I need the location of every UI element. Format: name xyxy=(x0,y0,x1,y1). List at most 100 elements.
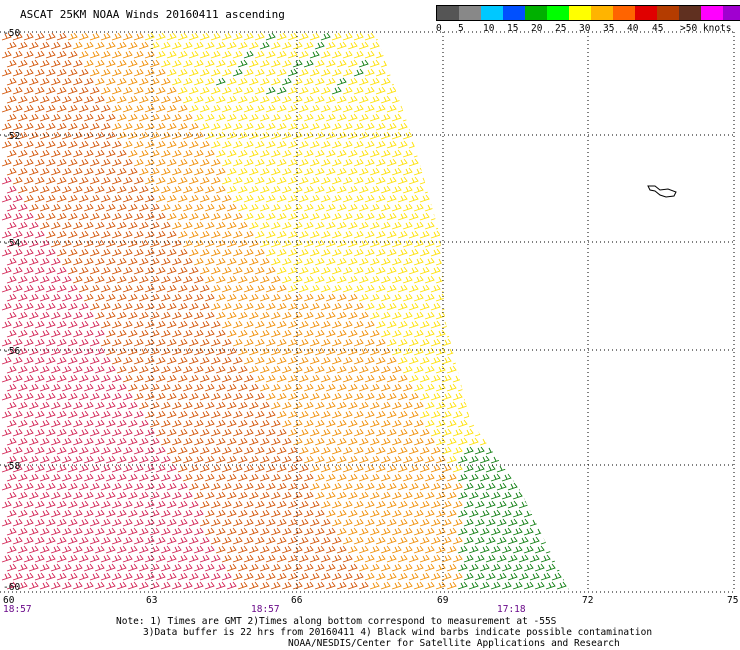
wind-barb xyxy=(347,149,358,158)
wind-barb xyxy=(50,545,61,554)
wind-barb xyxy=(353,266,364,275)
wind-barb xyxy=(67,266,78,275)
wind-barb xyxy=(78,464,89,473)
wind-barb xyxy=(556,257,567,266)
wind-barb xyxy=(259,239,270,248)
wind-barb xyxy=(397,446,408,455)
wind-barb xyxy=(358,77,369,86)
legend-label-35: 35 xyxy=(603,23,615,34)
wind-barb xyxy=(72,509,83,518)
wind-barb xyxy=(325,455,336,464)
wind-barb xyxy=(545,167,556,176)
wind-barb xyxy=(501,491,512,500)
wind-barb xyxy=(474,518,485,527)
wind-barb xyxy=(545,311,556,320)
wind-barb xyxy=(281,149,292,158)
wind-barb xyxy=(61,347,72,356)
wind-barb xyxy=(545,491,556,500)
wind-barb xyxy=(259,221,270,230)
wind-barb xyxy=(199,320,210,329)
wind-barb xyxy=(144,446,155,455)
wind-barb xyxy=(144,518,155,527)
wind-barb xyxy=(204,509,215,518)
wind-barb xyxy=(518,140,529,149)
wind-barb xyxy=(534,275,545,284)
wind-barb xyxy=(78,284,89,293)
wind-barb xyxy=(325,239,336,248)
wind-barb xyxy=(188,32,199,41)
wind-barb xyxy=(534,437,545,446)
wind-barb xyxy=(83,437,94,446)
wind-barb xyxy=(369,509,380,518)
wind-barb xyxy=(56,266,67,275)
wind-barb xyxy=(507,320,518,329)
wind-barb xyxy=(468,113,479,122)
wind-barb xyxy=(435,113,446,122)
wind-barb xyxy=(512,257,523,266)
wind-barb xyxy=(149,59,160,68)
wind-barb xyxy=(562,50,570,59)
wind-barb xyxy=(210,518,221,527)
wind-barb xyxy=(56,140,67,149)
wind-barb xyxy=(331,266,342,275)
wind-barb xyxy=(562,248,570,257)
wind-barb xyxy=(391,527,402,536)
wind-barb xyxy=(567,329,570,338)
wind-barb xyxy=(556,473,567,482)
wind-barb xyxy=(496,68,507,77)
wind-barb xyxy=(270,491,281,500)
wind-barb xyxy=(364,428,375,437)
lat-label-60: -60 xyxy=(3,582,20,593)
wind-barb xyxy=(408,194,419,203)
wind-barb xyxy=(17,257,28,266)
wind-barb xyxy=(127,401,138,410)
wind-barb xyxy=(402,77,413,86)
wind-barb xyxy=(17,491,28,500)
wind-barb xyxy=(281,257,292,266)
wind-barb xyxy=(254,500,265,509)
wind-barb xyxy=(254,32,265,41)
wind-barb xyxy=(523,383,534,392)
wind-barb xyxy=(23,194,34,203)
wind-barb xyxy=(78,374,89,383)
wind-barb xyxy=(468,257,479,266)
legend-label-0: 0 xyxy=(436,23,442,34)
wind-barb xyxy=(529,572,540,581)
wind-barb xyxy=(430,140,441,149)
wind-barb xyxy=(501,365,512,374)
wind-barb xyxy=(309,158,320,167)
wind-barb xyxy=(507,248,518,257)
wind-barb xyxy=(72,383,83,392)
wind-barb xyxy=(446,293,457,302)
wind-barb xyxy=(237,311,248,320)
wind-barb xyxy=(111,446,122,455)
wind-barb xyxy=(529,446,540,455)
wind-barb xyxy=(540,140,551,149)
wind-barb xyxy=(463,572,474,581)
wind-barb xyxy=(45,68,56,77)
wind-barb xyxy=(199,536,210,545)
wind-barb xyxy=(17,185,28,194)
wind-barb xyxy=(490,257,501,266)
wind-barb xyxy=(182,167,193,176)
wind-barb xyxy=(303,95,314,104)
wind-barb xyxy=(452,284,463,293)
wind-barb xyxy=(28,437,39,446)
wind-barb xyxy=(518,572,529,581)
wind-barb xyxy=(507,104,518,113)
wind-barb xyxy=(171,365,182,374)
wind-barb xyxy=(45,536,56,545)
wind-barb xyxy=(45,266,56,275)
wind-barb xyxy=(413,275,424,284)
wind-barb xyxy=(111,572,122,581)
wind-barb xyxy=(320,464,331,473)
wind-barb xyxy=(369,581,380,590)
wind-barb xyxy=(496,32,507,41)
wind-barb xyxy=(23,482,34,491)
wind-barb xyxy=(397,104,408,113)
legend-label-50: >50 knots xyxy=(680,23,732,34)
wind-barb xyxy=(551,356,562,365)
wind-barb xyxy=(457,509,468,518)
wind-barb xyxy=(562,320,570,329)
wind-barb xyxy=(419,248,430,257)
